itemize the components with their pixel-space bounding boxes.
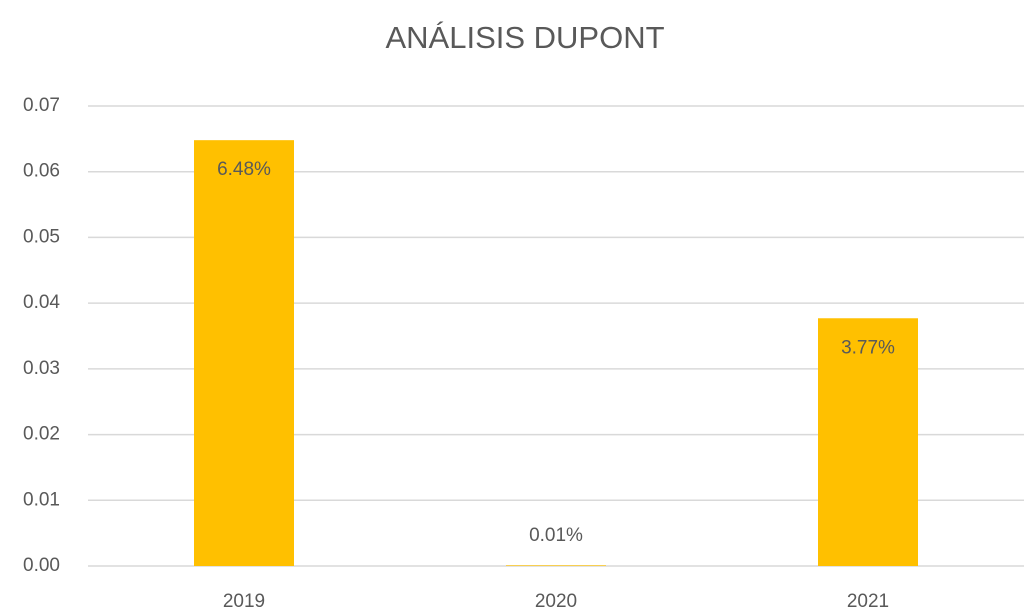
y-tick-label: 0.00 <box>23 555 60 576</box>
x-tick-label: 2021 <box>847 591 889 610</box>
y-tick-label: 0.03 <box>23 358 60 379</box>
chart-title: ANÁLISIS DUPONT <box>385 20 664 55</box>
data-label: 3.77% <box>841 337 895 358</box>
y-tick-label: 0.04 <box>23 292 60 313</box>
y-tick-label: 0.01 <box>23 489 60 510</box>
y-tick-label: 0.07 <box>23 95 60 116</box>
y-tick-label: 0.06 <box>23 161 60 182</box>
bar <box>506 565 606 566</box>
bar <box>194 140 294 566</box>
y-tick-label: 0.02 <box>23 424 60 445</box>
x-tick-label: 2020 <box>535 591 577 610</box>
y-tick-label: 0.05 <box>23 226 60 247</box>
data-label: 6.48% <box>217 159 271 180</box>
x-tick-label: 2019 <box>223 591 265 610</box>
bar <box>818 318 918 566</box>
data-label: 0.01% <box>529 525 583 546</box>
